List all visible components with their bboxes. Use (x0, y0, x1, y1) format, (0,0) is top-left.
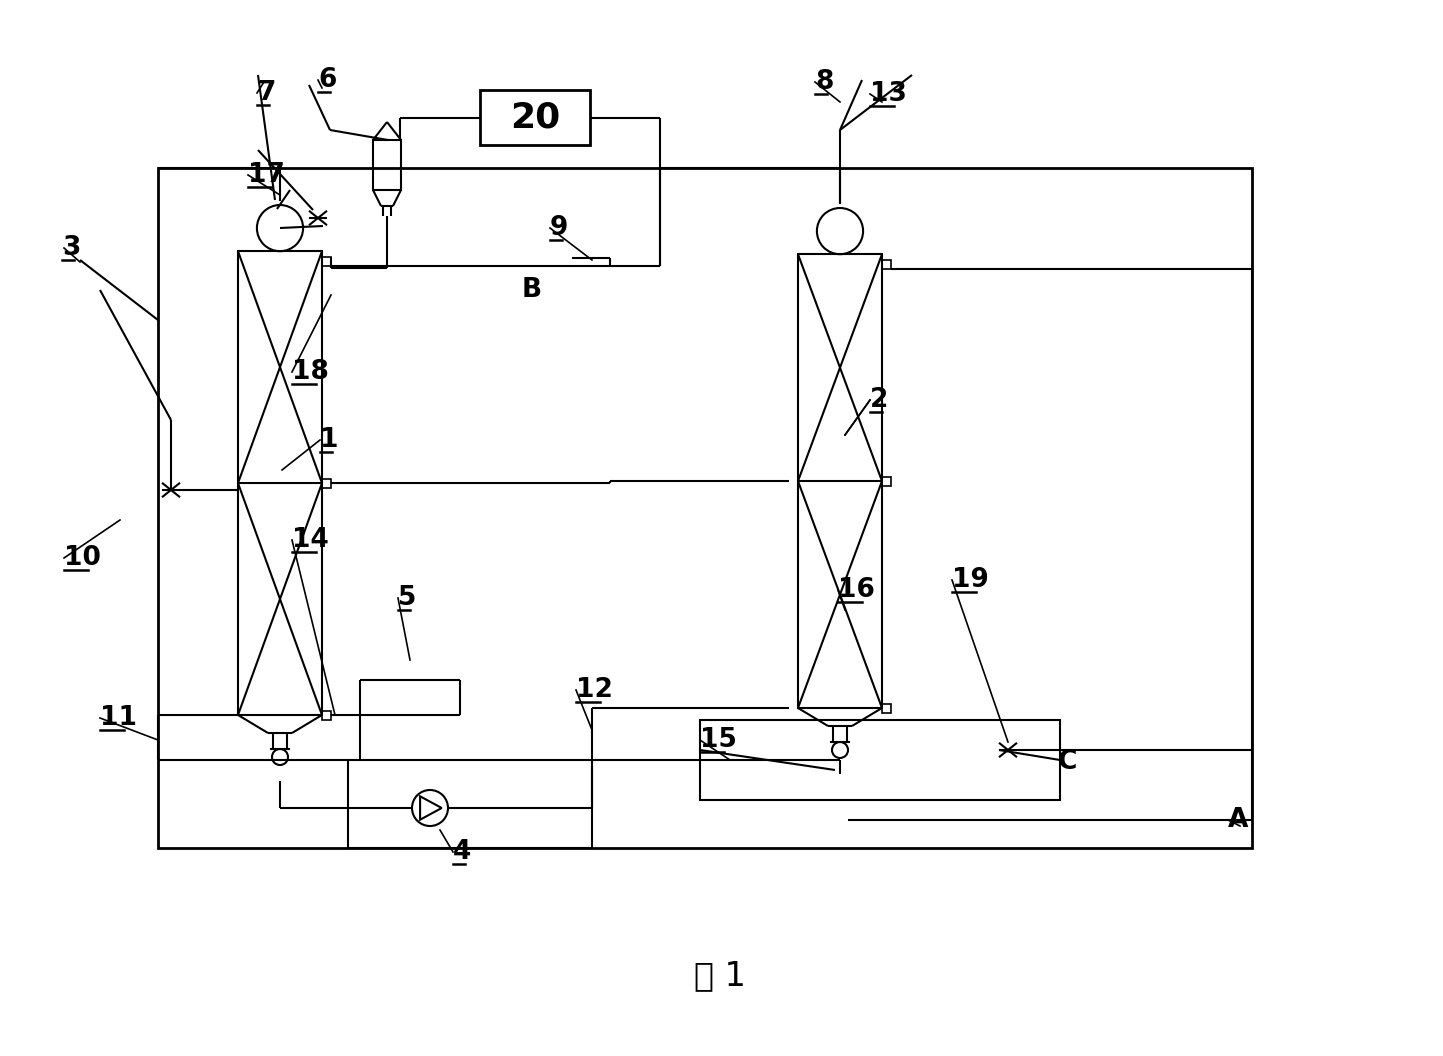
Bar (322, 479, 330, 488)
Text: 16: 16 (838, 577, 874, 603)
Bar (798, 254, 882, 708)
Bar (157, 168, 1253, 848)
Text: 20: 20 (509, 101, 560, 135)
Text: 18: 18 (291, 359, 329, 385)
Circle shape (257, 205, 303, 251)
Bar (882, 477, 890, 486)
Text: 9: 9 (550, 215, 569, 241)
Bar (238, 251, 322, 715)
Text: 14: 14 (291, 527, 329, 553)
Text: 12: 12 (576, 677, 613, 703)
Text: 13: 13 (870, 81, 906, 107)
Circle shape (817, 208, 863, 254)
Text: 6: 6 (317, 67, 336, 93)
Text: 19: 19 (952, 567, 988, 593)
Bar (481, 90, 590, 145)
Bar (348, 760, 592, 848)
Text: B: B (522, 277, 543, 303)
Circle shape (271, 749, 289, 765)
Bar (700, 720, 1061, 800)
Text: 5: 5 (398, 585, 417, 611)
Text: 1: 1 (320, 427, 339, 453)
Bar (882, 260, 890, 269)
Bar (322, 258, 330, 266)
Text: 图 1: 图 1 (694, 960, 746, 993)
Text: 10: 10 (63, 545, 101, 571)
Text: 7: 7 (257, 80, 276, 106)
Text: 8: 8 (815, 69, 834, 95)
Bar (322, 711, 330, 720)
Circle shape (833, 742, 848, 758)
Text: 3: 3 (62, 235, 81, 261)
Circle shape (413, 790, 447, 826)
Text: 15: 15 (700, 727, 737, 753)
Bar (882, 704, 890, 713)
Bar (372, 140, 401, 190)
Text: A: A (1228, 807, 1248, 833)
Text: 4: 4 (453, 840, 472, 865)
Text: C: C (1058, 749, 1078, 775)
Text: 2: 2 (870, 386, 889, 413)
Polygon shape (420, 796, 442, 819)
Text: 11: 11 (100, 705, 137, 731)
Text: 17: 17 (248, 162, 284, 188)
